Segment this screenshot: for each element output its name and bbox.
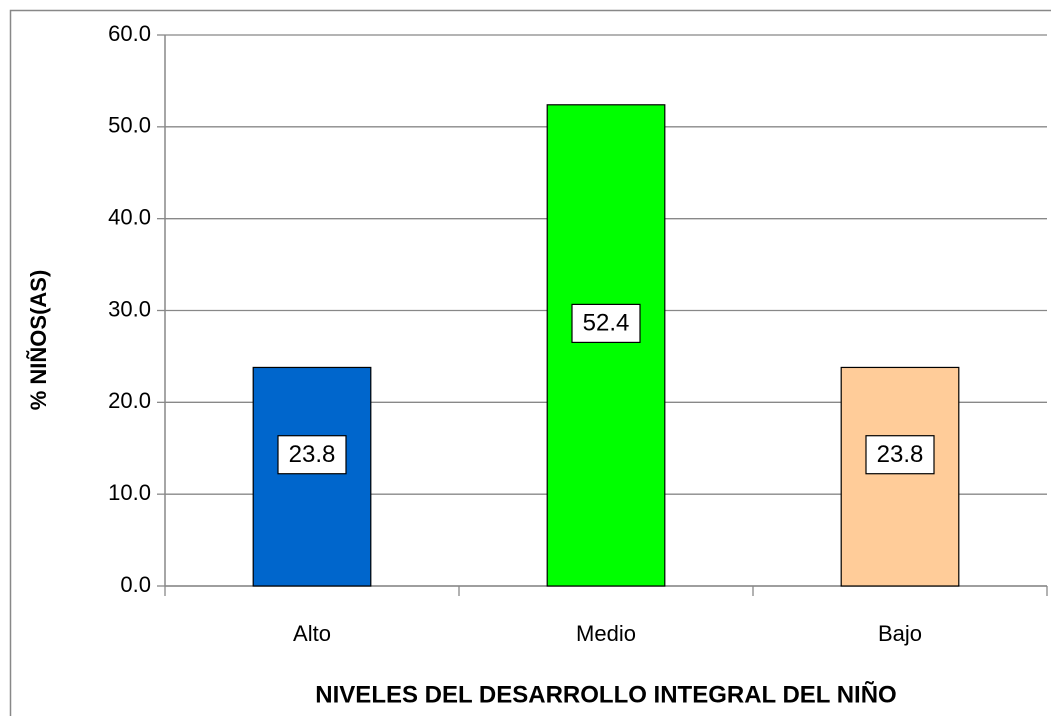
- x-tick-label: Bajo: [878, 621, 922, 646]
- y-tick-label: 10.0: [108, 480, 151, 505]
- chart-border: [9, 9, 1051, 716]
- bar: [546, 104, 666, 587]
- bar: [252, 366, 372, 587]
- data-label: 52.4: [583, 310, 630, 337]
- x-axis-title: NIVELES DEL DESARROLLO INTEGRAL DEL NIÑO: [315, 680, 896, 708]
- y-tick-label: 40.0: [108, 204, 151, 229]
- y-tick-label: 30.0: [108, 296, 151, 321]
- data-label-box: [865, 435, 935, 475]
- bar: [840, 366, 960, 587]
- data-label: 23.8: [877, 441, 924, 468]
- x-tick-label: Alto: [293, 621, 331, 646]
- y-tick-label: 60.0: [108, 21, 151, 46]
- y-tick-label: 50.0: [108, 113, 151, 138]
- data-label: 23.8: [289, 441, 336, 468]
- y-tick-label: 0.0: [120, 572, 151, 597]
- y-axis-title: % NIÑOS(AS): [26, 270, 51, 411]
- data-label-box: [571, 303, 641, 343]
- data-label-box: [277, 435, 347, 475]
- y-tick-label: 20.0: [108, 388, 151, 413]
- x-tick-label: Medio: [576, 621, 636, 646]
